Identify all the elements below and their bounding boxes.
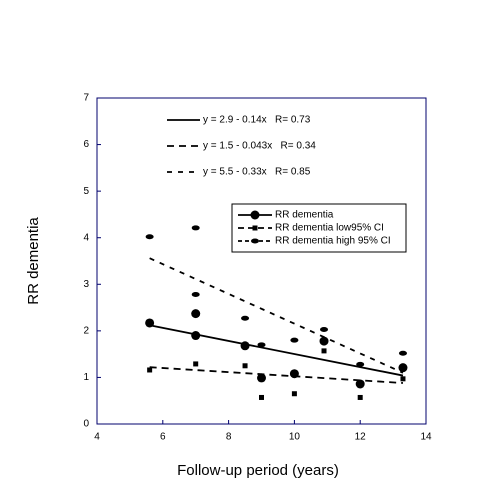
fit-equation: y = 2.9 - 0.14x R= 0.73 [203,115,311,126]
x-tick-label: 14 [420,432,432,443]
point [398,350,407,356]
y-tick-label: 0 [83,419,89,430]
x-tick-label: 12 [355,432,367,443]
fit-equation: y = 1.5 - 0.043x R= 0.34 [203,141,316,152]
fit-line [149,366,404,384]
point [356,361,365,367]
x-tick-label: 6 [160,432,166,443]
point [289,369,299,379]
point [191,292,200,298]
legend-marker [252,225,258,231]
y-tick-label: 5 [83,186,89,197]
legend-label: RR dementia [275,210,334,221]
x-tick-label: 4 [94,432,100,443]
point [400,376,406,382]
point [398,363,408,373]
point [242,363,248,369]
y-tick-label: 1 [83,372,89,383]
y-axis-label: RR dementia [25,217,42,305]
point [321,348,327,354]
point [290,337,299,343]
point [357,394,363,400]
x-axis-label: Follow-up period (years) [177,462,339,479]
point [320,326,329,332]
y-tick-label: 7 [83,93,89,104]
point [193,361,199,367]
y-tick-label: 3 [83,279,89,290]
point [147,367,153,373]
fit-line [149,257,404,374]
point [191,225,200,231]
point [240,341,250,351]
point [355,379,365,389]
point [145,318,155,328]
y-tick-label: 2 [83,325,89,336]
legend-marker [251,238,259,244]
point [319,336,329,346]
x-tick-label: 10 [289,432,301,443]
legend-label: RR dementia low95% CI [275,223,384,234]
point [145,234,154,240]
y-tick-label: 6 [83,139,89,150]
point [191,309,201,319]
legend-label: RR dementia high 95% CI [275,236,391,247]
fit-line [149,324,404,377]
legend-marker [250,210,260,220]
x-tick-label: 8 [226,432,232,443]
point [191,331,201,341]
y-tick-label: 4 [83,232,89,243]
point [241,315,250,321]
point [259,394,264,400]
plot-frame [96,97,427,425]
fit-equation: y = 5.5 - 0.33x R= 0.85 [203,167,311,178]
point [257,373,266,383]
point [257,342,266,348]
point [291,391,297,397]
